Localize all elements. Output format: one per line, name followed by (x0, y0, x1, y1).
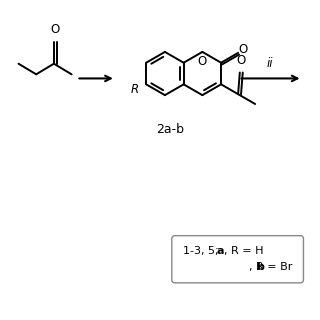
Text: O: O (237, 54, 246, 67)
Text: 1-3, 5;: 1-3, 5; (183, 246, 222, 256)
Text: a: a (217, 246, 225, 256)
Text: O: O (51, 23, 60, 36)
Text: O: O (198, 55, 207, 68)
Text: O: O (239, 44, 248, 56)
Text: R: R (130, 83, 138, 96)
Text: 2a-b: 2a-b (156, 123, 184, 136)
Text: b: b (256, 262, 264, 272)
FancyBboxPatch shape (172, 236, 303, 283)
Text: , R = Br: , R = Br (249, 262, 293, 272)
Text: ii: ii (267, 57, 273, 69)
Text: , R = H: , R = H (224, 246, 263, 256)
